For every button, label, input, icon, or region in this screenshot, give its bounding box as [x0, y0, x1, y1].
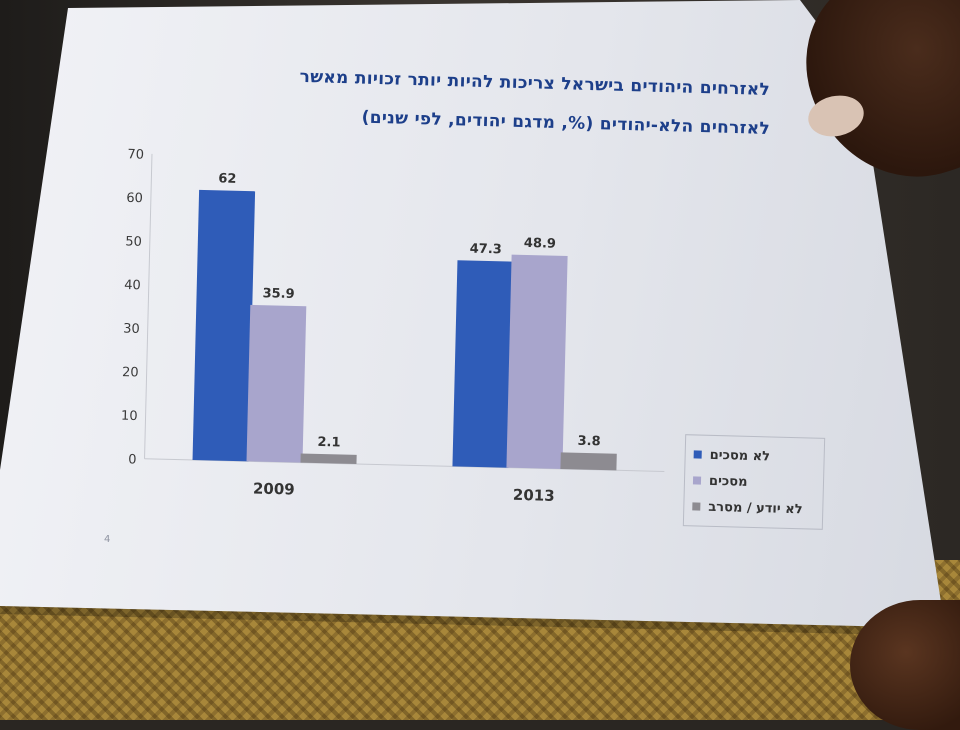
y-tick-label: 10 [121, 409, 138, 424]
y-tick-label: 70 [127, 147, 144, 162]
legend-item-disagree: לא מסכים [693, 441, 816, 470]
bar-2013-series-2 [560, 452, 617, 471]
page-number: 4 [104, 534, 111, 545]
data-label: 62 [218, 171, 236, 186]
bar-2009-series-2 [300, 453, 357, 464]
chart-legend: לא מסכים מסכים לא יודע / מסרב [682, 434, 826, 530]
bar-2009-series-0 [192, 189, 256, 462]
y-tick-label: 60 [126, 191, 143, 206]
legend-item-dont-know: לא יודע / מסרב [692, 493, 815, 522]
bar-2009-series-1 [246, 304, 307, 463]
legend-swatch-agree [692, 476, 702, 485]
data-label: 47.3 [470, 242, 502, 258]
legend-swatch-disagree [693, 450, 702, 459]
y-tick-label: 50 [125, 234, 142, 249]
y-axis-line [144, 153, 153, 459]
bar-2013-series-0 [452, 260, 514, 468]
x-tick-label: 2009 [253, 479, 295, 498]
legend-item-agree: מסכים [692, 467, 816, 496]
legend-swatch-dont-know [692, 502, 701, 511]
legend-label-disagree: לא מסכים [709, 447, 771, 464]
data-label: 2.1 [317, 435, 340, 451]
data-label: 3.8 [577, 434, 600, 450]
x-tick-label: 2013 [513, 486, 555, 505]
bar-2013-series-1 [506, 254, 568, 470]
data-label: 35.9 [262, 286, 294, 302]
y-tick-label: 30 [123, 322, 140, 337]
legend-label-agree: מסכים [708, 473, 748, 490]
lower-hand [850, 600, 960, 730]
legend-label-dont-know: לא יודע / מסרב [708, 499, 803, 517]
data-label: 48.9 [524, 236, 556, 252]
y-tick-label: 20 [122, 365, 139, 380]
y-tick-label: 40 [124, 278, 141, 293]
y-tick-label: 0 [128, 452, 137, 467]
